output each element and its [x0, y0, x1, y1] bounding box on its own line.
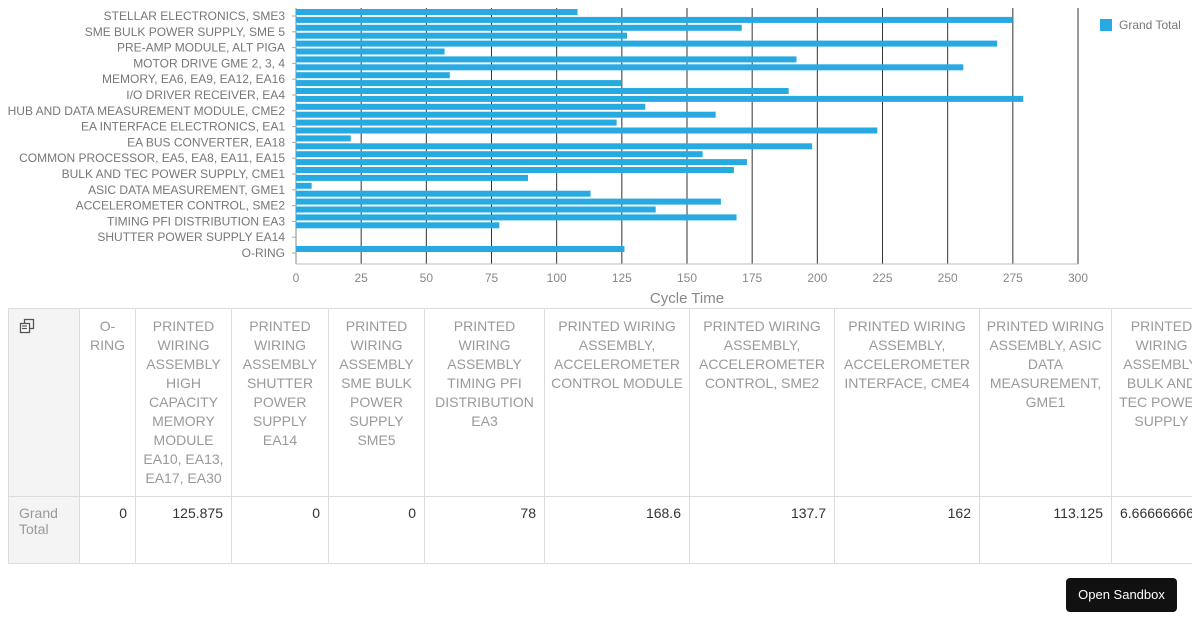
- x-tick-label: 100: [547, 271, 567, 285]
- table-cell: 125.875: [135, 496, 232, 564]
- y-tick-label: EA INTERFACE ELECTRONICS, EA1: [81, 120, 285, 134]
- table-cell: 0: [79, 496, 136, 564]
- table-row: Grand Total 0 125.875 0 0 78 168.6 137.7…: [8, 496, 1192, 564]
- bar: [296, 80, 622, 87]
- bar: [296, 214, 737, 221]
- y-tick-label: HUB AND DATA MEASUREMENT MODULE, CME2: [8, 104, 286, 118]
- bar: [296, 24, 742, 31]
- column-header[interactable]: PRINTED WIRING ASSEMBLY TIMING PFI DISTR…: [424, 308, 545, 497]
- bar: [296, 182, 312, 189]
- bar: [296, 56, 797, 63]
- y-tick-label: SHUTTER POWER SUPPLY EA14: [97, 230, 285, 244]
- row-label: Grand Total: [8, 496, 80, 564]
- x-tick-label: 250: [938, 271, 958, 285]
- y-tick-label: I/O DRIVER RECEIVER, EA4: [126, 88, 285, 102]
- x-tick-label: 275: [1003, 271, 1023, 285]
- y-tick-label: TIMING PFI DISTRIBUTION EA3: [107, 214, 285, 228]
- bar: [296, 40, 998, 47]
- bar: [296, 48, 445, 55]
- table-cell: 0: [328, 496, 425, 564]
- bar: [296, 246, 625, 252]
- column-header[interactable]: PRINTED WIRING ASSEMBLY, ACCELEROMETER C…: [544, 308, 690, 497]
- column-header[interactable]: PRINTED WIRING ASSEMBLY HIGH CAPACITY ME…: [135, 308, 232, 497]
- y-tick-label: PRE-AMP MODULE, ALT PIGA: [117, 41, 285, 55]
- bar: [296, 103, 646, 110]
- bar: [296, 143, 813, 150]
- x-axis-label: Cycle Time: [650, 290, 724, 307]
- column-header[interactable]: PRINTED WIRING ASSEMBLY, ACCELEROMETER C…: [689, 308, 835, 497]
- bar-chart: 0 25 50 75 100 125 150 175 200 225 250 275 300 Cycle …: [8, 8, 1181, 307]
- bar: [296, 167, 734, 173]
- bar: [296, 9, 578, 15]
- bar: [296, 88, 789, 94]
- bar: [296, 190, 591, 197]
- legend-label: Grand Total: [1119, 18, 1181, 32]
- x-tick-label: 0: [293, 271, 300, 285]
- bar: [296, 198, 721, 205]
- table-cell: 6.66666666: [1111, 496, 1192, 564]
- x-tick-label: 150: [677, 271, 697, 285]
- y-tick-label: EA BUS CONVERTER, EA18: [127, 135, 285, 149]
- column-header[interactable]: PRINTED WIRING ASSEMBLY SHUTTER POWER SU…: [231, 308, 329, 497]
- table-cell: 0: [231, 496, 329, 564]
- y-tick-label: MEMORY, EA6, EA9, EA12, EA16: [102, 72, 285, 86]
- x-tick-label: 75: [485, 271, 499, 285]
- y-tick-label: ASIC DATA MEASUREMENT, GME1: [88, 183, 285, 197]
- column-header[interactable]: O-RING: [79, 308, 136, 497]
- table-cell: 137.7: [689, 496, 835, 564]
- bar: [296, 222, 500, 229]
- pivot-toggle-icon[interactable]: [19, 318, 35, 334]
- pivot-corner-cell: [8, 308, 80, 497]
- bar: [296, 135, 351, 142]
- bar: [296, 72, 450, 79]
- table-cell: 113.125: [979, 496, 1112, 564]
- table-cell: 78: [424, 496, 545, 564]
- x-tick-label: 200: [807, 271, 827, 285]
- x-tick-label: 125: [612, 271, 632, 285]
- y-tick-label: COMMON PROCESSOR, EA5, EA8, EA11, EA15: [19, 151, 285, 165]
- column-header[interactable]: PRINTED WIRING ASSEMBLY, ASIC DATA MEASU…: [979, 308, 1112, 497]
- y-tick-label: MOTOR DRIVE GME 2, 3, 4: [133, 56, 285, 70]
- bar: [296, 111, 716, 118]
- y-tick-label: SME BULK POWER SUPPLY, SME 5: [85, 25, 286, 39]
- y-tick-label: STELLAR ELECTRONICS, SME3: [104, 9, 286, 23]
- pivot-table: O-RING PRINTED WIRING ASSEMBLY HIGH CAPA…: [8, 308, 1192, 564]
- x-tick-label: 300: [1068, 271, 1088, 285]
- column-header[interactable]: PRINTED WIRING ASSEMBLY, ACCELEROMETER I…: [834, 308, 980, 497]
- column-header[interactable]: PRINTED WIRING ASSEMBLY SME BULK POWER S…: [328, 308, 425, 497]
- bar: [296, 127, 878, 134]
- y-tick-label: O-RING: [242, 246, 285, 260]
- bar: [296, 174, 528, 181]
- x-tick-label: 50: [420, 271, 434, 285]
- bar: [296, 151, 703, 158]
- table-cell: 162: [834, 496, 980, 564]
- table-cell: 168.6: [544, 496, 690, 564]
- bar: [296, 64, 964, 71]
- column-header[interactable]: PRINTED WIRING ASSEMBLY, BULK AND TEC PO…: [1111, 308, 1192, 497]
- bar: [296, 206, 656, 213]
- x-tick-label: 175: [742, 271, 762, 285]
- y-tick-label: BULK AND TEC POWER SUPPLY, CME1: [62, 167, 286, 181]
- legend-swatch: [1100, 19, 1112, 31]
- y-tick-label: ACCELEROMETER CONTROL, SME2: [76, 199, 286, 213]
- x-tick-label: 225: [872, 271, 892, 285]
- bar: [296, 119, 617, 126]
- bar: [296, 95, 1024, 102]
- bar: [296, 32, 628, 39]
- x-tick-label: 25: [354, 271, 368, 285]
- bar: [296, 159, 747, 166]
- pivot-header-row: O-RING PRINTED WIRING ASSEMBLY HIGH CAPA…: [8, 308, 1192, 497]
- open-sandbox-button[interactable]: Open Sandbox: [1066, 578, 1177, 612]
- bar: [296, 16, 1013, 23]
